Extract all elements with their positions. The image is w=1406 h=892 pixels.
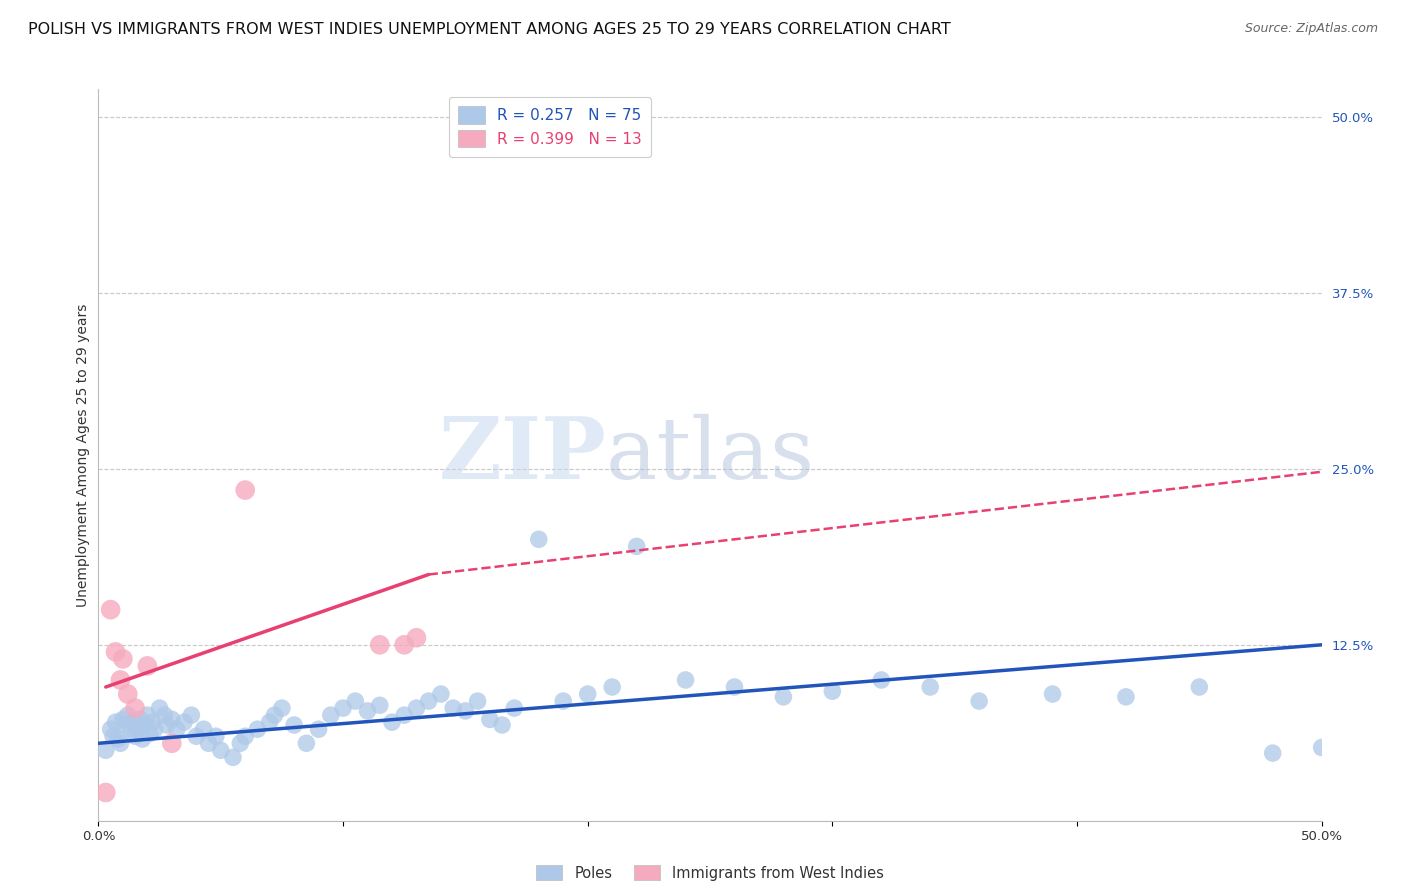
Point: [100, 602, 122, 616]
Point: [246, 723, 269, 737]
Point: [503, 701, 526, 715]
Point: [136, 659, 159, 673]
Point: [110, 736, 132, 750]
Point: [392, 638, 416, 652]
Point: [143, 723, 166, 737]
Point: [141, 715, 163, 730]
Point: [233, 729, 256, 743]
Point: [114, 718, 136, 732]
Text: ZIP: ZIP: [439, 413, 606, 497]
Point: [136, 708, 159, 723]
Point: [478, 712, 501, 726]
Point: [920, 680, 942, 694]
Point: [368, 638, 391, 652]
Point: [418, 694, 440, 708]
Point: [166, 723, 188, 737]
Point: [127, 723, 149, 737]
Point: [441, 701, 464, 715]
Point: [186, 729, 208, 743]
Point: [110, 673, 132, 687]
Point: [120, 723, 142, 737]
Point: [94, 785, 117, 799]
Point: [173, 715, 195, 730]
Point: [332, 701, 354, 715]
Point: [131, 732, 153, 747]
Point: [319, 708, 342, 723]
Point: [295, 736, 318, 750]
Point: [149, 701, 172, 715]
Point: [263, 708, 285, 723]
Point: [100, 723, 122, 737]
Point: [107, 732, 129, 747]
Legend: Poles, Immigrants from West Indies: Poles, Immigrants from West Indies: [530, 859, 890, 887]
Point: [222, 750, 245, 764]
Point: [197, 736, 219, 750]
Point: [368, 698, 391, 713]
Text: Source: ZipAtlas.com: Source: ZipAtlas.com: [1244, 22, 1378, 36]
Y-axis label: Unemployment Among Ages 25 to 29 years: Unemployment Among Ages 25 to 29 years: [76, 303, 90, 607]
Point: [124, 701, 146, 715]
Point: [121, 715, 143, 730]
Point: [229, 736, 252, 750]
Point: [1188, 680, 1211, 694]
Point: [153, 708, 176, 723]
Point: [405, 631, 427, 645]
Point: [111, 652, 134, 666]
Point: [1310, 740, 1333, 755]
Point: [454, 704, 477, 718]
Point: [160, 712, 183, 726]
Point: [430, 687, 453, 701]
Point: [1115, 690, 1137, 704]
Point: [104, 715, 127, 730]
Point: [870, 673, 893, 687]
Point: [553, 694, 575, 708]
Point: [104, 645, 127, 659]
Point: [124, 729, 146, 743]
Point: [308, 723, 330, 737]
Point: [101, 729, 124, 743]
Point: [344, 694, 367, 708]
Point: [356, 704, 378, 718]
Point: [381, 715, 404, 730]
Point: [94, 743, 117, 757]
Point: [111, 712, 134, 726]
Point: [193, 723, 215, 737]
Point: [156, 718, 179, 732]
Point: [821, 684, 844, 698]
Text: atlas: atlas: [606, 413, 815, 497]
Point: [392, 708, 416, 723]
Point: [1261, 746, 1284, 760]
Point: [117, 708, 139, 723]
Point: [1042, 687, 1064, 701]
Point: [405, 701, 427, 715]
Point: [772, 690, 794, 704]
Text: POLISH VS IMMIGRANTS FROM WEST INDIES UNEMPLOYMENT AMONG AGES 25 TO 29 YEARS COR: POLISH VS IMMIGRANTS FROM WEST INDIES UN…: [28, 22, 950, 37]
Point: [491, 718, 513, 732]
Point: [209, 743, 232, 757]
Point: [205, 729, 228, 743]
Point: [180, 708, 202, 723]
Point: [967, 694, 990, 708]
Point: [129, 712, 152, 726]
Point: [576, 687, 599, 701]
Point: [233, 483, 256, 497]
Point: [626, 539, 648, 553]
Point: [600, 680, 623, 694]
Point: [134, 718, 156, 732]
Point: [283, 718, 305, 732]
Point: [117, 687, 139, 701]
Point: [139, 726, 162, 740]
Point: [160, 736, 183, 750]
Point: [270, 701, 294, 715]
Point: [527, 533, 550, 547]
Point: [259, 715, 281, 730]
Point: [723, 680, 745, 694]
Point: [675, 673, 697, 687]
Point: [467, 694, 489, 708]
